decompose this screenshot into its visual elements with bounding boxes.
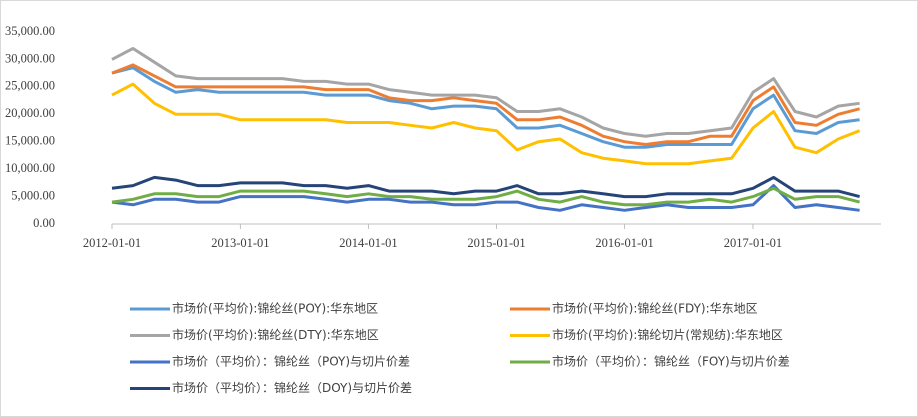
legend-label: 市场价(平均价):锦纶丝(POY):华东地区 [172, 301, 378, 316]
y-tick-label: 20,000.00 [5, 106, 55, 120]
x-tick-label: 2014-01-01 [339, 236, 397, 250]
series-line [111, 66, 860, 149]
series-line [111, 82, 861, 166]
x-tick-label: 2017-01-01 [724, 236, 782, 250]
x-tick-label: 2013-01-01 [211, 236, 269, 250]
series-line [111, 186, 860, 207]
y-tick-label: 5,000.00 [11, 188, 55, 202]
y-tick-label: 30,000.00 [5, 51, 55, 65]
x-tick-label: 2015-01-01 [467, 236, 525, 250]
y-tick-label: 35,000.00 [5, 24, 55, 38]
y-tick-label: 15,000.00 [5, 134, 55, 148]
y-tick-label: 0.00 [33, 216, 55, 230]
legend-label: 市场价（平均价）：锦纶丝（POY)与切片价差 [172, 354, 410, 369]
series-line [111, 63, 860, 146]
x-tick-label: 2016-01-01 [595, 236, 653, 250]
legend-label: 市场价（平均价）：锦纶丝（DOY)与切片价差 [172, 380, 412, 395]
series-line [111, 47, 860, 138]
series-line [111, 184, 860, 212]
y-tick-label: 25,000.00 [5, 79, 55, 93]
y-tick-label: 10,000.00 [5, 161, 55, 175]
x-tick-label: 2012-01-01 [83, 236, 141, 250]
legend-label: 市场价（平均价）：锦纶丝（FOY)与切片价差 [552, 354, 790, 369]
legend-label: 市场价(平均价):锦纶丝(DTY):华东地区 [172, 327, 379, 342]
series-line [111, 175, 860, 199]
legend-label: 市场价(平均价):锦纶切片(常规纺):华东地区 [552, 327, 783, 342]
legend-label: 市场价(平均价):锦纶丝(FDY):华东地区 [552, 301, 758, 316]
